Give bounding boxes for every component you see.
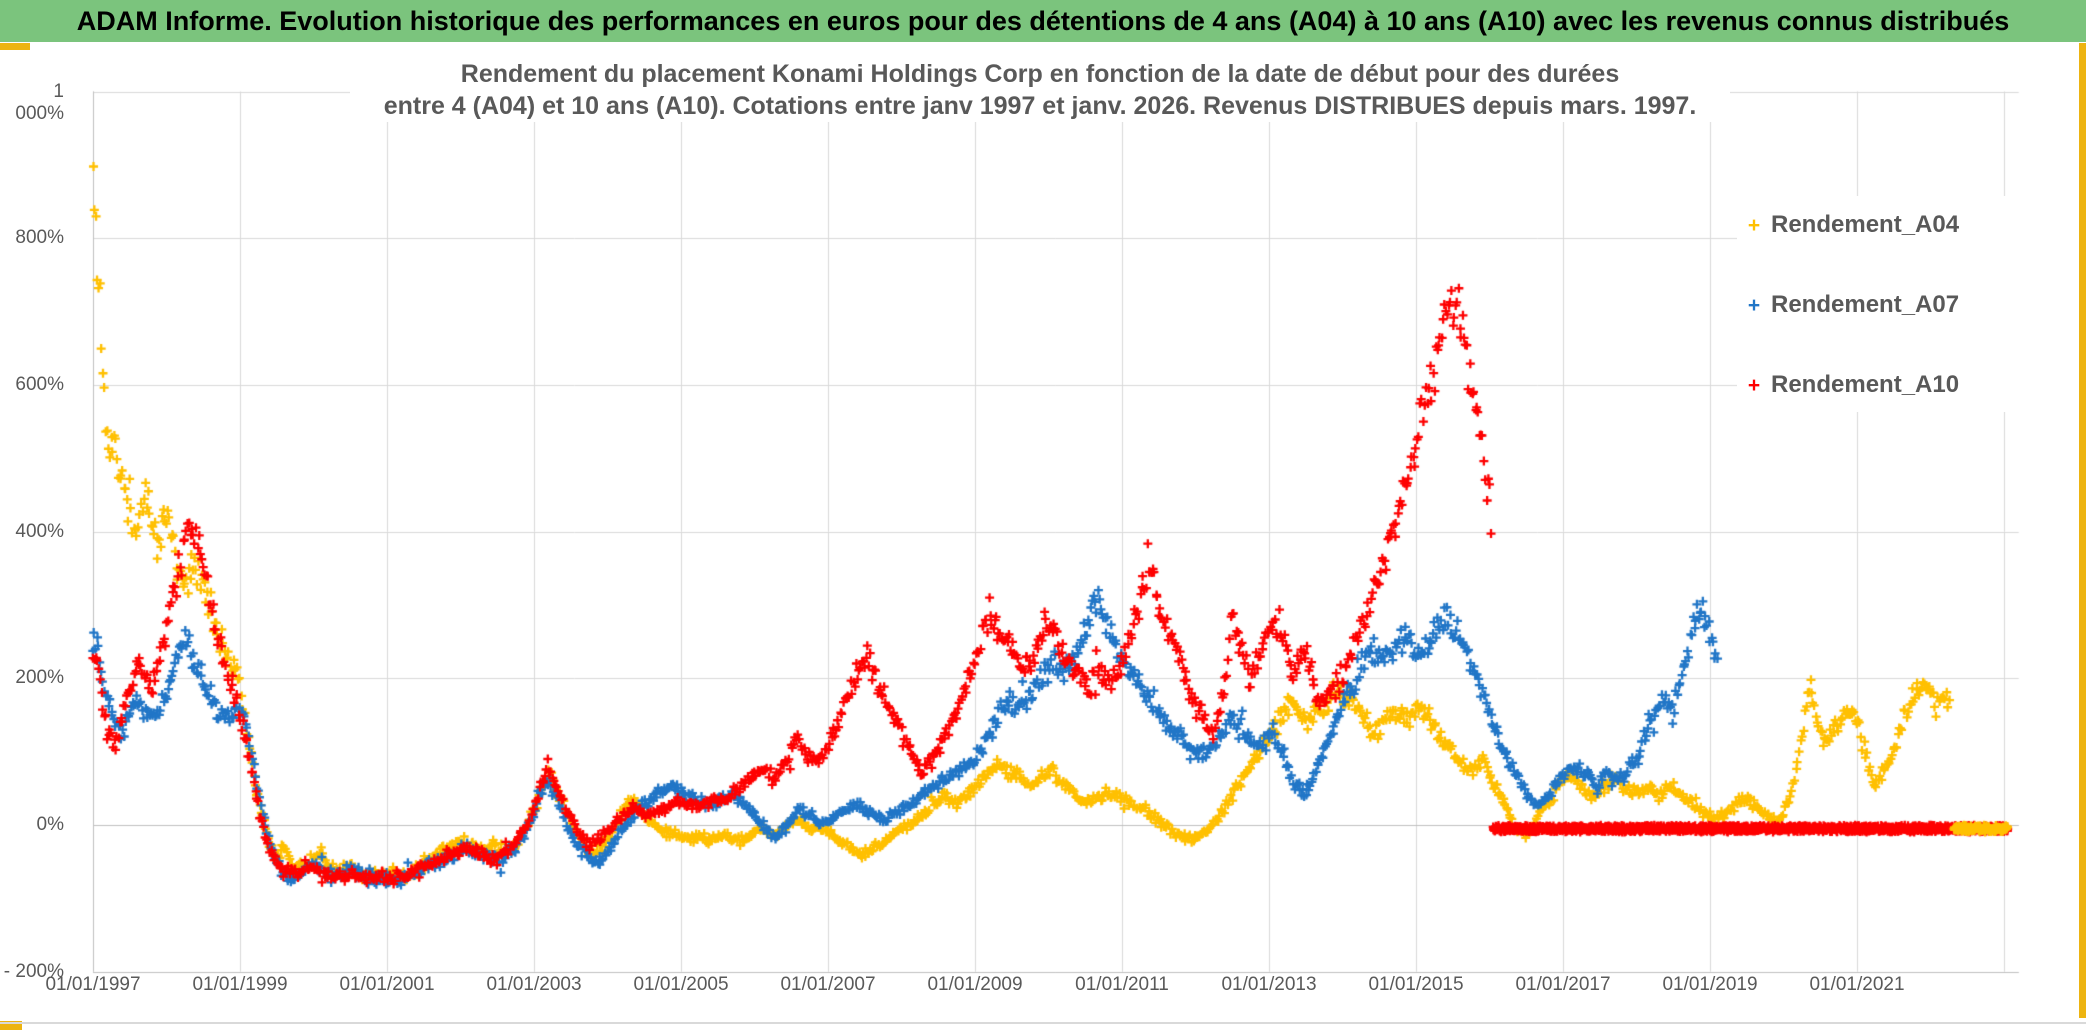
window-edge-line	[0, 1022, 2086, 1024]
x-tick-label: 01/01/1997	[45, 974, 141, 995]
legend-plus-marker-icon: +	[1747, 213, 1761, 237]
y-tick-label: 600%	[15, 373, 64, 395]
accent-bar-top-left	[0, 43, 30, 50]
x-tick-label: 01/01/2015	[1368, 974, 1464, 995]
accent-bar-right	[2079, 43, 2086, 1018]
accent-bar-bottom-left	[0, 1021, 22, 1030]
chart-title-line1: Rendement du placement Konami Holdings C…	[460, 60, 1620, 88]
x-tick-label: 01/01/2021	[1809, 974, 1905, 995]
legend-label: Rendement_A10	[1771, 371, 1960, 398]
legend-item-Rendement_A04: + Rendement_A04	[1737, 208, 2037, 242]
legend: + Rendement_A04 + Rendement_A07 + Rendement_A…	[1737, 196, 2037, 412]
y-tick-label: 200%	[15, 667, 64, 689]
chart-title-line2: entre 4 (A04) et 10 ans (A10). Cotations…	[383, 92, 1697, 120]
legend-item-Rendement_A07: + Rendement_A07	[1737, 288, 2037, 322]
legend-label: Rendement_A04	[1771, 211, 1960, 238]
y-tick-label: 800%	[15, 227, 64, 249]
legend-plus-marker-icon: +	[1747, 293, 1761, 317]
y-tick-label: 400%	[15, 520, 64, 542]
x-tick-label: 01/01/2009	[927, 974, 1023, 995]
x-tick-label: 01/01/1999	[192, 974, 288, 995]
banner-title: ADAM Informe. Evolution historique des p…	[0, 0, 2086, 42]
legend-plus-marker-icon: +	[1747, 373, 1761, 397]
x-tick-label: 01/01/2019	[1662, 974, 1758, 995]
x-tick-label: 01/01/2017	[1515, 974, 1611, 995]
x-tick-label: 01/01/2011	[1075, 974, 1169, 995]
chart-title: Rendement du placement Konami Holdings C…	[350, 58, 1730, 122]
x-tick-label: 01/01/2005	[633, 974, 729, 995]
x-tick-label: 01/01/2001	[339, 974, 435, 995]
legend-item-Rendement_A10: + Rendement_A10	[1737, 368, 2037, 402]
x-tick-label: 01/01/2003	[486, 974, 582, 995]
legend-label: Rendement_A07	[1771, 291, 1960, 318]
y-tick-label: 0%	[36, 814, 64, 835]
y-tick-label: - 200%	[3, 960, 64, 982]
x-tick-label: 01/01/2007	[780, 974, 876, 995]
x-tick-label: 01/01/2013	[1221, 974, 1317, 995]
y-tick-label: 1 000%	[15, 80, 64, 124]
